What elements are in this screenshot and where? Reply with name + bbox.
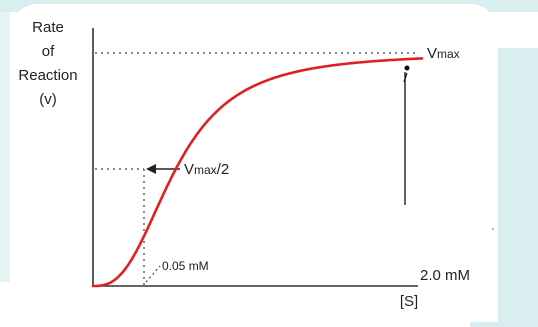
speck [492, 228, 494, 230]
end-concentration-label: 2.0 mM [420, 267, 470, 284]
y-axis-label-line-2: of [42, 43, 55, 60]
km-label: 0.05 mM [162, 259, 209, 273]
series-0-line [93, 58, 422, 286]
y-axis-label-line-3: Reaction [18, 67, 77, 84]
x-axis-label: [S] [400, 293, 418, 310]
end-marker-dot [405, 66, 410, 71]
y-axis-label-line-1: Rate [32, 19, 64, 36]
km-label-leader [146, 266, 160, 282]
half-vmax-label: Vmax/2 [184, 161, 229, 178]
vmax-label: Vmax [427, 45, 460, 62]
half-vmax-arrow-head [146, 164, 156, 174]
y-axis-label-line-4: (v) [39, 91, 57, 108]
